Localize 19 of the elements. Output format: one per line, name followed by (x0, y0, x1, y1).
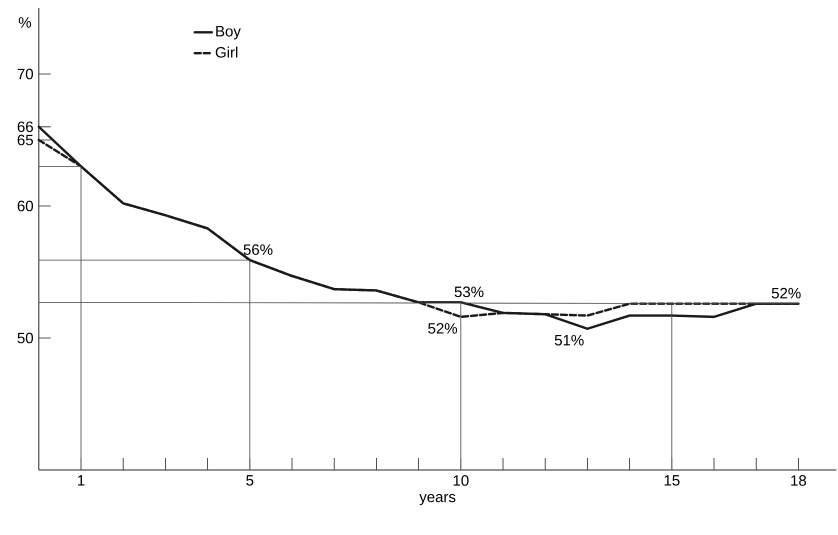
legend-label: Girl (216, 46, 238, 58)
y-axis-title: % (18, 17, 32, 28)
x-tick-label: 5 (246, 475, 254, 486)
annotation: 51% (554, 334, 584, 346)
y-tick-label: 60 (18, 200, 34, 212)
y-tick-label: 66 (18, 121, 33, 132)
x-tick-label: 1 (78, 475, 84, 486)
annotation: 52% (772, 288, 801, 298)
y-tick-label: 50 (18, 332, 34, 344)
y-tick-label: 65 (18, 134, 33, 146)
y-tick-label: 70 (18, 68, 34, 80)
annotation: 53% (454, 286, 484, 298)
legend-label: Boy (216, 26, 241, 40)
annotation: 56% (244, 244, 272, 255)
x-axis-title: years (419, 494, 456, 506)
x-tick-label: 10 (454, 475, 469, 486)
annotation: 52% (428, 323, 458, 334)
x-tick-label: 18 (791, 475, 806, 486)
x-tick-label: 15 (664, 475, 680, 486)
